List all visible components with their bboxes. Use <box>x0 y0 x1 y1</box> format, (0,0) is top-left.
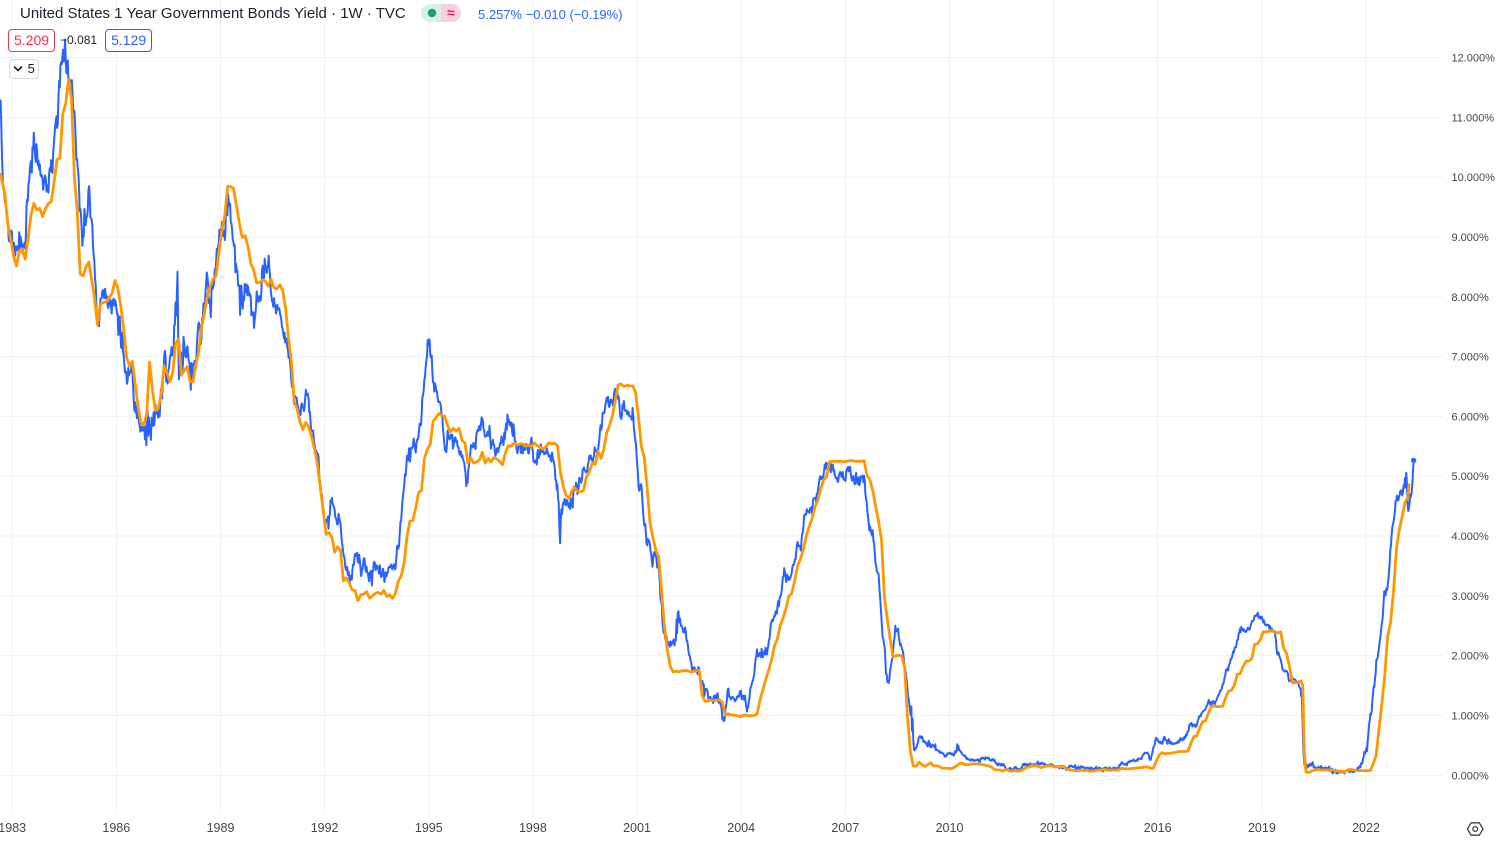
svg-text:2001: 2001 <box>623 821 651 835</box>
svg-text:5.000%: 5.000% <box>1452 471 1490 483</box>
svg-text:2013: 2013 <box>1040 821 1068 835</box>
svg-text:1983: 1983 <box>0 821 26 835</box>
svg-text:2019: 2019 <box>1248 821 1276 835</box>
svg-text:2007: 2007 <box>831 821 859 835</box>
svg-text:0.000%: 0.000% <box>1452 770 1490 782</box>
svg-text:2010: 2010 <box>936 821 964 835</box>
svg-text:1995: 1995 <box>415 821 443 835</box>
svg-text:1989: 1989 <box>207 821 235 835</box>
svg-text:1992: 1992 <box>311 821 339 835</box>
svg-text:10.000%: 10.000% <box>1452 172 1496 184</box>
svg-text:8.000%: 8.000% <box>1452 292 1490 304</box>
svg-text:7.000%: 7.000% <box>1452 352 1490 364</box>
svg-text:1986: 1986 <box>102 821 130 835</box>
svg-text:≈: ≈ <box>447 5 455 21</box>
svg-text:9.000%: 9.000% <box>1452 232 1490 244</box>
svg-text:2004: 2004 <box>727 821 755 835</box>
svg-text:1.000%: 1.000% <box>1452 711 1490 723</box>
svg-text:2016: 2016 <box>1144 821 1172 835</box>
svg-text:2022: 2022 <box>1352 821 1380 835</box>
svg-text:12.000%: 12.000% <box>1452 52 1496 64</box>
svg-text:1998: 1998 <box>519 821 547 835</box>
svg-text:3.000%: 3.000% <box>1452 591 1490 603</box>
svg-text:2.000%: 2.000% <box>1452 651 1490 663</box>
svg-text:6.000%: 6.000% <box>1452 411 1490 423</box>
svg-text:4.000%: 4.000% <box>1452 531 1490 543</box>
svg-text:11.000%: 11.000% <box>1452 112 1495 124</box>
